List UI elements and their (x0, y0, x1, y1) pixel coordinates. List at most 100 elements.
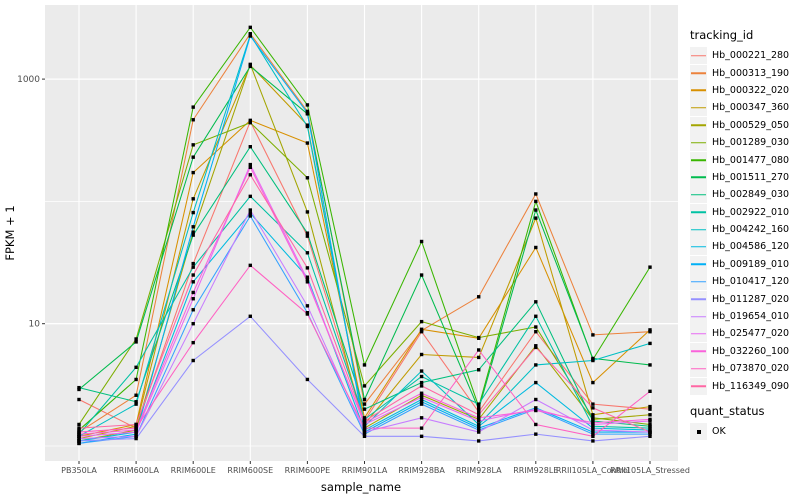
legend-line-swatch (691, 228, 706, 231)
data-point (591, 432, 595, 436)
data-point (648, 407, 652, 411)
data-point (534, 245, 538, 250)
legend-item-label: Hb_019654_010 (712, 311, 790, 323)
data-point (248, 263, 252, 268)
data-point (534, 380, 538, 385)
data-point (191, 273, 195, 277)
data-point (477, 348, 481, 352)
legend-quant-items: OK (690, 423, 798, 440)
legend-key-line (690, 116, 707, 134)
data-point (477, 426, 481, 430)
legend-key-line (690, 134, 707, 152)
data-point (248, 211, 252, 215)
data-point (248, 214, 252, 218)
legend: tracking_id Hb_000221_280 Hb_000313_190 Hb… (690, 28, 798, 440)
data-point (591, 430, 595, 434)
data-point (305, 266, 310, 270)
data-point (191, 322, 195, 326)
legend-line-swatch (691, 194, 706, 196)
data-point (362, 430, 367, 434)
legend-item-label: Hb_000313_190 (712, 67, 790, 79)
data-point (534, 300, 538, 304)
data-point (591, 402, 595, 406)
legend-key-line (690, 47, 707, 65)
legend-key-line (690, 377, 707, 395)
x-tick-label: RRIM600SE (227, 466, 273, 475)
data-point (305, 124, 310, 129)
data-point (248, 194, 252, 199)
data-point (248, 62, 252, 67)
data-point (77, 422, 81, 427)
legend-item: Hb_001511_270 (690, 168, 798, 186)
data-point (77, 397, 81, 402)
data-point (648, 330, 652, 334)
legend-item-label: Hb_004242_160 (712, 224, 790, 236)
legend-line-swatch (691, 350, 706, 353)
data-point (362, 402, 367, 406)
data-point (534, 345, 538, 350)
data-point (419, 402, 424, 406)
legend-item-label: Hb_009189_010 (712, 258, 790, 270)
data-point (419, 395, 424, 400)
legend-item-label: Hb_000347_360 (712, 102, 790, 114)
legend-item-label: Hb_004586_120 (712, 241, 790, 253)
x-axis-title: sample_name (321, 480, 401, 494)
data-point (362, 419, 367, 423)
legend-item: Hb_001289_030 (690, 134, 798, 152)
data-point (419, 239, 424, 244)
legend-item: Hb_000313_190 (690, 64, 798, 82)
data-point (419, 391, 424, 395)
data-point (648, 404, 652, 409)
data-point (419, 434, 424, 439)
data-point (191, 225, 195, 229)
data-point (477, 430, 481, 434)
data-point (248, 162, 252, 167)
data-point (191, 297, 195, 301)
data-point (248, 118, 252, 123)
data-point (648, 389, 652, 394)
data-point (191, 118, 195, 122)
data-point (534, 408, 538, 413)
data-point (191, 358, 195, 363)
legend-item-label: Hb_002922_010 (712, 206, 790, 218)
data-point (477, 424, 481, 428)
legend-line-swatch (691, 298, 706, 300)
data-point (362, 363, 367, 367)
data-point (191, 197, 195, 201)
legend-item: Hb_025477_020 (690, 325, 798, 343)
legend-item-label: Hb_001477_080 (712, 154, 790, 166)
data-point (591, 413, 595, 417)
legend-line-swatch (691, 367, 706, 370)
x-tick-label: RRIM901LA (342, 466, 388, 475)
legend-line-swatch (691, 72, 706, 74)
legend-item-label: Hb_000221_280 (712, 50, 790, 62)
data-point (248, 165, 252, 170)
data-point (477, 422, 481, 427)
legend-key-line (690, 99, 707, 117)
data-point (134, 428, 138, 432)
legend-item: Hb_004586_120 (690, 238, 798, 256)
data-point (248, 208, 252, 212)
data-point (248, 34, 252, 38)
legend-line-swatch (691, 246, 706, 248)
data-point (534, 397, 538, 402)
y-axis-title: FPKM + 1 (3, 205, 17, 260)
data-point (191, 280, 195, 284)
data-point (305, 231, 310, 235)
data-point (477, 416, 481, 420)
data-point (648, 328, 652, 332)
legend-line-swatch (691, 124, 706, 126)
data-point (191, 261, 195, 266)
legend-item: Hb_004242_160 (690, 221, 798, 239)
data-point (134, 400, 138, 404)
legend-item: Hb_019654_010 (690, 308, 798, 326)
legend-item-label: Hb_001289_030 (712, 137, 790, 149)
legend-key-line (690, 64, 707, 82)
data-point (648, 265, 652, 269)
data-point (534, 208, 538, 212)
legend-item-label: Hb_000322_020 (712, 84, 790, 96)
data-point (305, 103, 310, 107)
legend-line-swatch (691, 315, 706, 318)
